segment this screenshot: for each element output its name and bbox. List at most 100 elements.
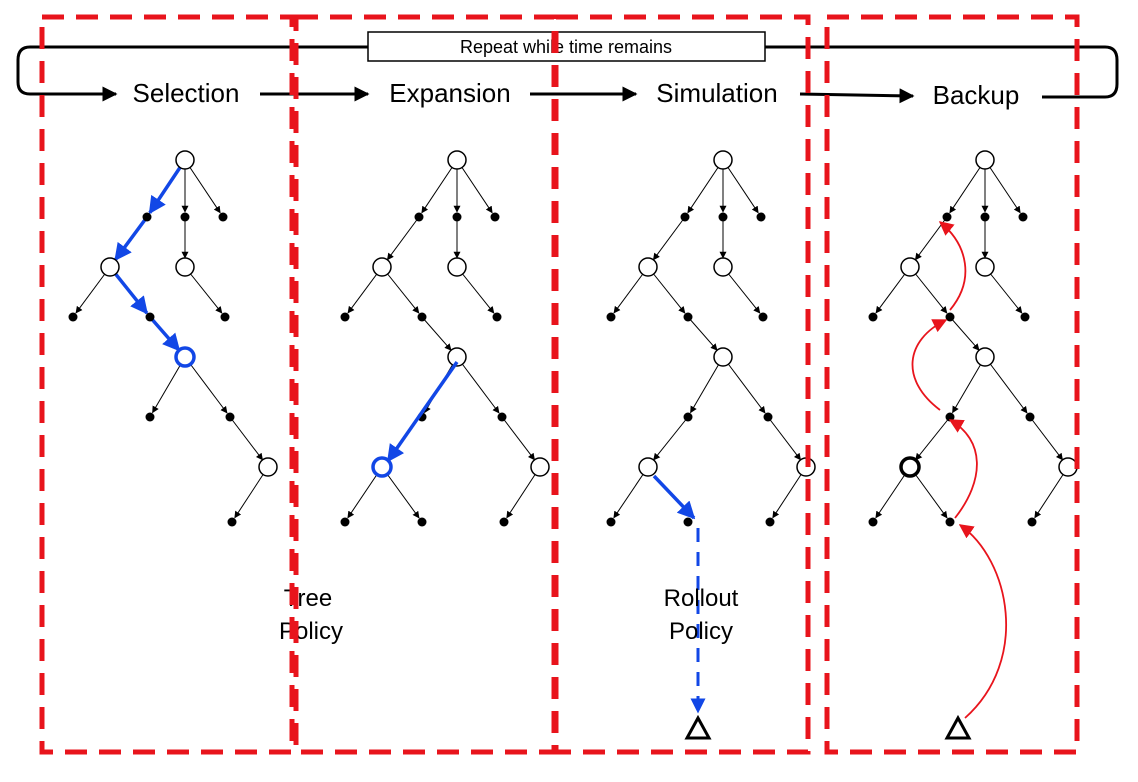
tree-edge: [148, 159, 187, 215]
terminal-triangle-simulation: [684, 714, 712, 740]
expansion-path-arrow: [386, 360, 459, 463]
tree-node: [530, 457, 550, 477]
frame-simulation: [553, 14, 811, 755]
tree-policy-label-line2: Policy: [279, 618, 343, 645]
tree-edge: [108, 265, 149, 315]
tree-leaf: [145, 312, 155, 322]
tree-leaf: [868, 517, 878, 527]
tree-leaf: [340, 312, 350, 322]
tree-leaf: [765, 517, 775, 527]
tree-edge: [506, 466, 541, 519]
tree-edge: [184, 266, 223, 314]
loop-line: [16, 45, 368, 102]
tree-edge: [653, 416, 689, 461]
tree-leaf: [340, 517, 350, 527]
tree-leaf: [758, 312, 768, 322]
simulation-rollout: [652, 474, 712, 740]
tree-node: [638, 257, 658, 277]
tree-leaf: [756, 212, 766, 222]
tree-edge: [456, 356, 500, 414]
tree-leaf: [180, 212, 190, 222]
tree-edge: [652, 216, 686, 261]
repeat-loop: Repeat while time remains: [16, 31, 1119, 102]
tree-edge: [386, 216, 420, 261]
tree-edge: [229, 416, 263, 461]
tree-backup: [868, 150, 1078, 527]
tree-edge: [984, 266, 1023, 314]
expansion-highlight: [386, 360, 459, 463]
tree-node: [713, 257, 733, 277]
tree-leaf: [227, 517, 237, 527]
loop-line-right: [765, 45, 1119, 99]
tree-leaf: [220, 312, 230, 322]
tree-edge: [148, 315, 181, 352]
tree-edge: [984, 356, 1028, 414]
loop-label: Repeat while time remains: [460, 37, 672, 57]
tree-leaf: [492, 312, 502, 322]
tree-node: [258, 457, 278, 477]
tree-edge: [909, 266, 948, 314]
stage-label-backup: Backup: [933, 80, 1020, 110]
rollout-policy-label-line2: Policy: [669, 618, 733, 645]
tree-node: [174, 346, 196, 368]
tree-leaf: [145, 412, 155, 422]
terminal-triangle-backup: [944, 714, 972, 740]
tree-edge: [949, 159, 986, 214]
stage-arrows: [260, 86, 915, 104]
tree-leaf: [1027, 517, 1037, 527]
tree-node: [447, 150, 467, 170]
tree-node: [100, 257, 120, 277]
tree-node: [1058, 457, 1078, 477]
tree-edge: [421, 159, 458, 214]
tree-leaf: [945, 517, 955, 527]
tree-edge: [690, 356, 724, 414]
rollout-policy-label-line1: Rollout: [664, 585, 739, 612]
tree-leaf: [945, 312, 955, 322]
tree-leaf: [718, 212, 728, 222]
tree-simulation: [606, 150, 816, 527]
tree-node: [371, 456, 393, 478]
tree-leaf: [942, 212, 952, 222]
backup-arrow-4: [938, 221, 967, 311]
backup-arrow-3: [911, 319, 948, 411]
tree-node: [638, 457, 658, 477]
tree-leaf: [490, 212, 500, 222]
tree-edge: [184, 159, 221, 214]
tree-edge: [772, 466, 807, 519]
tree-leaf: [980, 212, 990, 222]
tree-edge: [687, 159, 724, 214]
arrow-simulation-backup: [799, 88, 915, 104]
tree-leaf: [499, 517, 509, 527]
tree-node: [900, 257, 920, 277]
tree-edge: [456, 266, 495, 314]
tree-edge: [234, 466, 269, 519]
tree-edge: [767, 416, 801, 461]
tree-leaf: [417, 517, 427, 527]
loop-label-box: [367, 31, 766, 62]
stage-label-simulation: Simulation: [656, 78, 777, 108]
tree-edge: [952, 356, 986, 414]
tree-node: [975, 257, 995, 277]
backup-arrow-2: [948, 419, 978, 519]
tree-leaf: [1018, 212, 1028, 222]
tree-edge: [421, 316, 452, 351]
tree-leaf: [683, 312, 693, 322]
tree-edge: [984, 159, 1021, 214]
tree-leaf: [218, 212, 228, 222]
tree-leaf: [763, 412, 773, 422]
tree-edge: [687, 316, 718, 351]
tree-node: [447, 257, 467, 277]
tree-edge: [949, 316, 980, 351]
rollout-first-step: [652, 474, 696, 520]
tree-node: [447, 347, 467, 367]
tree-edge: [722, 159, 759, 214]
tree-selection: [68, 150, 278, 527]
tree-leaf: [606, 517, 616, 527]
tree-leaf: [414, 212, 424, 222]
tree-leaf: [225, 412, 235, 422]
tree-leaf: [142, 212, 152, 222]
tree-node: [975, 347, 995, 367]
tree-leaf: [606, 312, 616, 322]
tree-leaf: [497, 412, 507, 422]
